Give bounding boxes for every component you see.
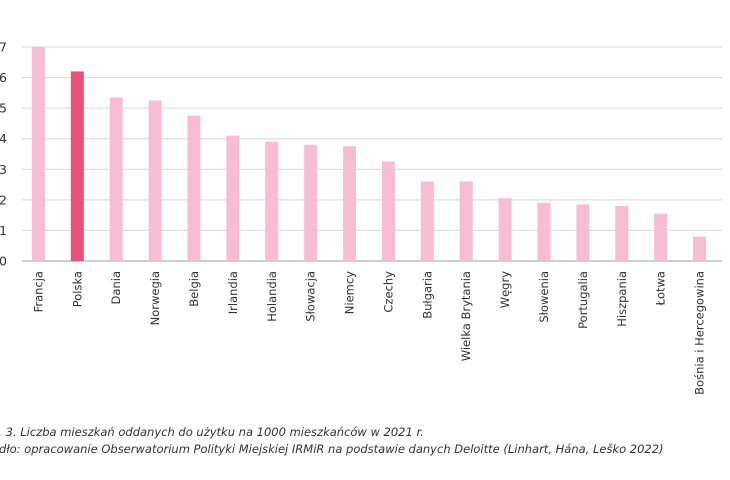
x-tick-label: Bośnia i Hercegowina <box>693 271 707 395</box>
x-tick-label: Czechy <box>381 271 395 313</box>
x-tick-label: Norwegia <box>148 271 162 325</box>
y-tick-label: 0 <box>0 254 7 269</box>
x-tick-label: Łotwa <box>654 271 668 306</box>
x-axis-labels: Francja Polska Dania Norwegia Belgia Irlandia… <box>31 271 706 395</box>
x-tick-label: Dania <box>109 271 123 304</box>
bar <box>187 115 201 262</box>
caption-title: c. 3. Liczba mieszkań oddanych do użytku… <box>0 425 424 439</box>
bar-chart: 0 1 2 3 4 5 6 7 Francja Polska Dania Norwegia Belgi… <box>0 40 722 395</box>
caption-source: ódło: opracowanie Obserwatorium Polityki… <box>0 442 664 456</box>
bar <box>226 135 240 261</box>
x-tick-label: Belgia <box>187 271 201 307</box>
y-tick-label: 3 <box>0 162 7 177</box>
bar <box>537 202 551 261</box>
bar <box>615 205 629 261</box>
bar <box>498 198 512 261</box>
figure-caption: c. 3. Liczba mieszkań oddanych do użytku… <box>0 424 730 458</box>
bar <box>576 204 590 261</box>
y-tick-label: 5 <box>0 101 7 116</box>
x-tick-label: Słowenia <box>537 271 551 323</box>
bar <box>70 71 84 261</box>
y-tick-label: 7 <box>0 40 7 55</box>
y-axis-ticks: 0 1 2 3 4 5 6 7 <box>0 40 7 269</box>
bar <box>654 213 668 261</box>
bar <box>343 146 357 261</box>
x-tick-label: Wielka Brytania <box>459 271 473 361</box>
bar <box>381 161 395 261</box>
y-tick-label: 6 <box>0 70 7 85</box>
x-tick-label: Portugalia <box>576 271 590 329</box>
bar <box>31 47 45 261</box>
x-tick-label: Węgry <box>498 271 512 308</box>
x-tick-label: Irlandia <box>226 271 240 314</box>
x-tick-label: Bułgaria <box>420 271 434 319</box>
bar <box>304 144 318 261</box>
bars <box>31 47 707 262</box>
x-tick-label: Hiszpania <box>615 271 629 327</box>
y-tick-label: 1 <box>0 223 7 238</box>
x-tick-label: Niemcy <box>343 271 357 314</box>
y-tick-label: 2 <box>0 192 7 207</box>
bar <box>265 141 279 261</box>
x-tick-label: Francja <box>31 271 45 312</box>
x-tick-label: Holandia <box>265 271 279 322</box>
bar <box>148 100 162 261</box>
gridlines <box>22 46 722 262</box>
x-tick-label: Polska <box>70 271 84 307</box>
x-tick-label: Słowacja <box>304 271 318 322</box>
bar <box>420 181 434 261</box>
bar <box>109 97 123 261</box>
y-tick-label: 4 <box>0 131 7 146</box>
bar <box>459 181 473 261</box>
bar <box>693 236 707 261</box>
